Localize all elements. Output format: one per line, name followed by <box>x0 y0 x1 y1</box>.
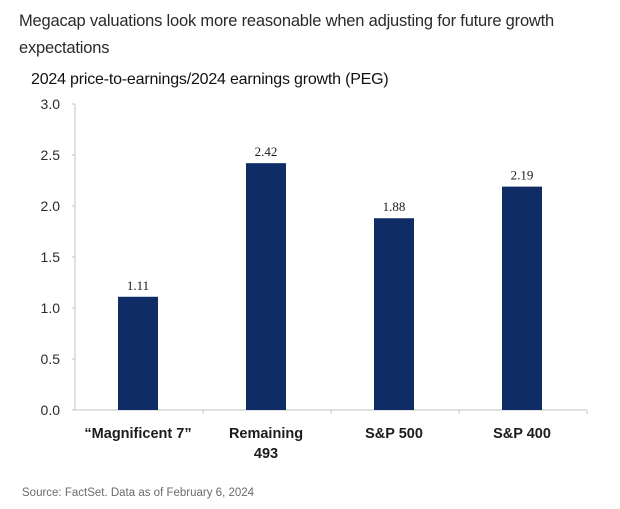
category-label: S&P 500 <box>365 426 423 442</box>
bar <box>374 218 414 410</box>
category-label-line: 493 <box>254 446 278 462</box>
y-tick-label: 3.0 <box>41 96 61 112</box>
source-note: Source: FactSet. Data as of February 6, … <box>22 487 255 499</box>
category-label-line: “Magnificent 7” <box>84 426 191 442</box>
chart-title: Megacap valuations look more reasonable … <box>19 12 555 57</box>
category-label-line: S&P 500 <box>365 426 423 442</box>
y-tick-label: 2.5 <box>41 147 61 163</box>
bars <box>118 163 542 410</box>
category-label: Remaining 493 <box>229 426 303 462</box>
category-labels: “Magnificent 7” Remaining 493 S&P 500 S&P 40… <box>84 426 550 462</box>
category-label: “Magnificent 7” <box>84 426 191 442</box>
bar <box>502 186 542 410</box>
data-label: 2.19 <box>511 168 534 183</box>
category-label-line: Remaining <box>229 426 303 442</box>
category-label-line: S&P 400 <box>493 426 551 442</box>
y-tick-label: 0.5 <box>41 351 61 367</box>
y-axis: 0.0 0.5 1.0 1.5 2.0 2.5 3.0 <box>41 96 76 418</box>
chart-subtitle: 2024 price-to-earnings/2024 earnings gro… <box>31 71 389 88</box>
data-label: 2.42 <box>255 144 278 159</box>
bar <box>246 163 286 410</box>
data-labels: 1.11 2.42 1.88 2.19 <box>127 144 534 293</box>
x-axis <box>75 409 588 414</box>
y-tick-label: 1.5 <box>41 249 61 265</box>
bar <box>118 296 158 410</box>
category-label: S&P 400 <box>493 426 551 442</box>
y-tick-label: 2.0 <box>41 198 61 214</box>
data-label: 1.11 <box>127 278 149 293</box>
y-tick-label: 0.0 <box>41 402 61 418</box>
y-tick-label: 1.0 <box>41 300 61 316</box>
data-label: 1.88 <box>383 199 406 214</box>
